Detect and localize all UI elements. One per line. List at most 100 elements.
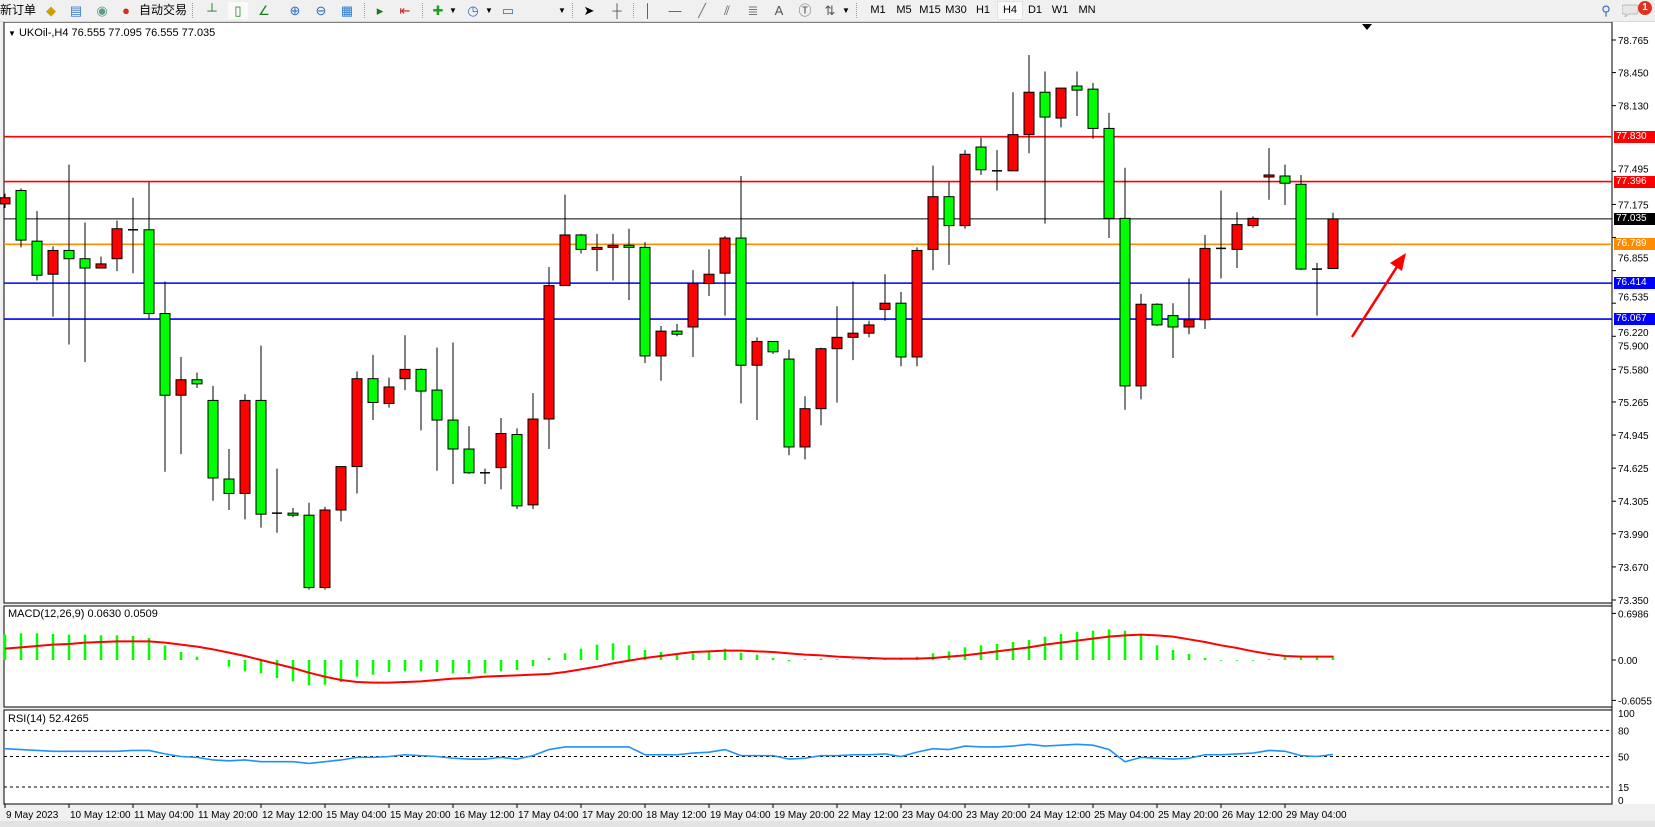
signal-icon[interactable]: ◉ (96, 3, 108, 18)
time-tick-label: 23 May 04:00 (902, 810, 963, 821)
timeframe-d1[interactable]: D1 (1027, 4, 1043, 16)
candle-body (783, 358, 795, 448)
candle-body (1327, 218, 1339, 270)
macd-tick-label: -0.6055 (1618, 696, 1652, 707)
text-label-icon[interactable]: Ⓣ (798, 3, 812, 18)
candle-body (575, 234, 587, 250)
chart-window[interactable]: 78.765 78.450 78.130 77.495 77.175 76.855 76.5… (0, 22, 1655, 827)
time-tick-label: 17 May 04:00 (518, 810, 579, 821)
toolbar: 新订单 ◆ ▤ ◉ ● 自动交易 ┴ ▯ ∠ ⊕ ⊖ ▦ ▸ ⇤ ✚ ▼ ◷ ▼… (0, 0, 1655, 22)
horizontal-line-icon[interactable]: — (668, 3, 682, 18)
candle-body (943, 196, 955, 227)
timeframe-m1[interactable]: M1 (870, 4, 886, 16)
tile-windows-icon[interactable]: ▦ (340, 3, 354, 18)
price-axis (1612, 22, 1655, 804)
time-tick-label: 10 May 12:00 (70, 810, 131, 821)
candle-body (831, 336, 843, 350)
indicators-dropdown-icon[interactable]: ▼ (558, 6, 566, 15)
candle-body (223, 478, 235, 494)
candle-body (1039, 91, 1051, 118)
candle-body (47, 249, 59, 275)
auto-trading-icon[interactable]: ● (122, 3, 130, 18)
timeframe-m5[interactable]: M5 (896, 4, 912, 16)
price-tick-label: 78.130 (1618, 102, 1649, 113)
auto-trading-button[interactable]: 自动交易 (138, 3, 187, 17)
chart-menu-triangle-icon[interactable]: ▼ (8, 29, 16, 38)
candle-body (911, 249, 923, 358)
status-strip (0, 821, 1655, 827)
template-dropdown-icon[interactable]: ▼ (449, 6, 457, 15)
timeframe-mn[interactable]: MN (1078, 4, 1096, 16)
price-tick-label: 75.580 (1618, 365, 1649, 376)
price-tick-label: 76.855 (1618, 254, 1649, 265)
chat-icon[interactable] (1622, 4, 1640, 17)
symbol-ohlc-label: UKOil-,H4 76.555 77.095 76.555 77.035 (18, 27, 216, 39)
candle-body (1119, 217, 1131, 387)
candle-body (1087, 88, 1099, 129)
arrows-icon[interactable]: ⇅ (824, 3, 836, 18)
candle-body (143, 229, 155, 315)
template-icon[interactable]: ✚ (432, 3, 444, 18)
candle-body (319, 509, 331, 589)
candle-body (639, 246, 651, 357)
macd-signal-line (4, 633, 1334, 684)
chart-canvas[interactable]: 78.765 78.450 78.130 77.495 77.175 76.855 76.5… (0, 22, 1655, 827)
fibonacci-icon[interactable]: ≣ (747, 3, 759, 18)
new-order-button[interactable]: 新订单 (0, 3, 37, 17)
main-chart-panel (3, 22, 1613, 604)
candle-body (527, 418, 539, 506)
equidistant-channel-icon[interactable]: ⫽ (724, 3, 730, 18)
candle-body (415, 368, 427, 392)
timeframe-m15[interactable]: M15 (919, 4, 941, 16)
candle-body (623, 244, 635, 248)
price-tick-label: 78.765 (1618, 36, 1649, 47)
notification-badge: 1 (1638, 1, 1652, 15)
chart-shift-icon[interactable]: ⇤ (399, 3, 411, 18)
time-tick-label: 12 May 12:00 (262, 810, 323, 821)
gold-ingot-icon[interactable]: ◆ (46, 3, 56, 18)
period-clock-icon[interactable]: ◷ (467, 3, 479, 18)
candle-body (1231, 224, 1243, 250)
crosshair-icon[interactable]: ┼ (612, 3, 622, 18)
search-icon[interactable]: ⚲ (1601, 3, 1611, 18)
candle-body (1167, 315, 1179, 328)
price-line-tag: 77.396 (1614, 175, 1655, 188)
annotation-arrowhead-icon[interactable] (1390, 253, 1406, 271)
indicators-icon[interactable]: ▭ (501, 3, 515, 18)
toolbar-separator (422, 3, 423, 18)
text-icon[interactable]: A (774, 3, 784, 18)
candlestick-icon[interactable]: ▯ (228, 2, 248, 19)
chart-shift-marker-icon[interactable] (1362, 24, 1372, 30)
terminal-icon[interactable]: ▤ (69, 3, 83, 18)
candle-body (111, 228, 123, 260)
candle-body (847, 332, 859, 338)
annotation-arrow-shaft[interactable] (1350, 261, 1402, 338)
rsi-tick-label: 0 (1618, 796, 1624, 807)
timeframe-w1[interactable]: W1 (1051, 4, 1069, 16)
time-tick-label: 11 May 20:00 (198, 810, 258, 821)
price-tick-label: 76.220 (1618, 328, 1649, 339)
bar-chart-icon[interactable]: ┴ (207, 3, 217, 18)
auto-scroll-icon[interactable]: ▸ (376, 3, 384, 18)
timeframe-h1[interactable]: H1 (975, 4, 991, 16)
timeframe-m30[interactable]: M30 (945, 4, 967, 16)
trend-line-icon[interactable]: ╱ (698, 3, 706, 18)
cursor-icon[interactable]: ➤ (583, 3, 595, 18)
time-tick-label: 17 May 20:00 (582, 810, 643, 821)
time-tick-label: 29 May 04:00 (1286, 810, 1347, 821)
candle-body (207, 399, 219, 479)
price-tick-label: 73.670 (1618, 563, 1649, 574)
rsi-label: RSI(14) 52.4265 (8, 713, 89, 725)
time-tick-label: 24 May 12:00 (1030, 810, 1091, 821)
toolbar-separator (633, 3, 634, 18)
arrows-dropdown-icon[interactable]: ▼ (842, 6, 850, 15)
zoom-in-icon[interactable]: ⊕ (289, 3, 301, 18)
zoom-out-icon[interactable]: ⊖ (315, 3, 327, 18)
candle-body (1199, 247, 1211, 321)
timeframe-h4[interactable]: H4 (997, 1, 1023, 20)
chart-header: ▼ UKOil-,H4 76.555 77.095 76.555 77.035 (8, 27, 215, 39)
vertical-line-icon[interactable]: │ (643, 3, 653, 18)
candle-body (751, 340, 763, 366)
line-chart-icon[interactable]: ∠ (258, 3, 270, 18)
period-dropdown-icon[interactable]: ▼ (485, 6, 493, 15)
